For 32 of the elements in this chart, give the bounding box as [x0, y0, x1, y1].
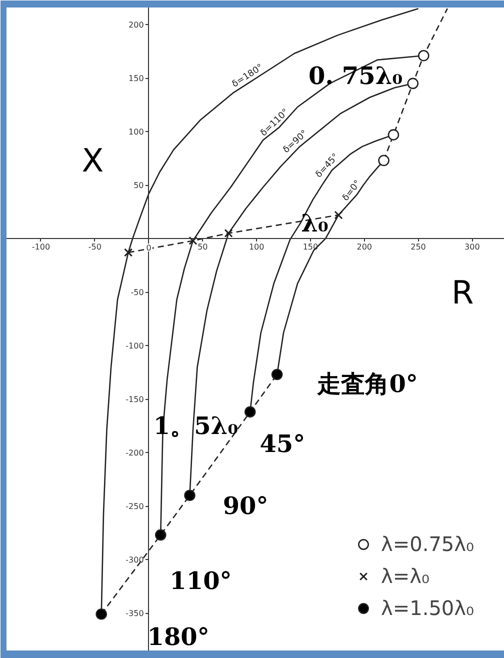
- y-tick-label: -250: [126, 502, 144, 512]
- annotation: 90°: [222, 491, 268, 520]
- x-tick-label: 250: [410, 242, 426, 252]
- y-tick-label: -100: [126, 342, 144, 351]
- y-axis-title: X: [82, 142, 104, 180]
- x-tick-label: -100: [32, 242, 50, 252]
- annotation: 110°: [170, 566, 232, 595]
- y-tick-label: -200: [126, 448, 144, 458]
- y-tick-label: -300: [126, 556, 144, 565]
- x-tick-label: 50: [198, 242, 208, 252]
- x-tick-label: 150: [302, 242, 318, 252]
- y-tick-label: 100: [128, 128, 144, 137]
- annotation: 走査角0°: [316, 369, 418, 398]
- y-tick-label: 50: [134, 181, 144, 190]
- x-tick-label: 0: [146, 244, 152, 253]
- y-tick-label: 150: [128, 74, 144, 84]
- annotation: 0. 75λ₀: [308, 61, 403, 90]
- annotation: 180°: [147, 622, 210, 651]
- legend-label: λ=0.75λ₀: [381, 532, 474, 556]
- y-tick-label: -350: [126, 609, 144, 618]
- x-tick-label: 300: [464, 242, 480, 252]
- x-tick-label: -50: [88, 242, 102, 252]
- y-tick-label: -50: [130, 288, 144, 298]
- x-tick-label: 200: [356, 242, 372, 252]
- x-axis-title: R: [452, 273, 474, 312]
- x-tick-label: 100: [248, 242, 264, 252]
- annotation: 45°: [260, 428, 306, 458]
- legend-label: λ=1.50λ₀: [381, 596, 474, 620]
- annotation: λ₀: [301, 208, 328, 238]
- legend-label: λ=λ₀: [381, 564, 430, 588]
- y-tick-label: 200: [128, 20, 144, 30]
- y-tick-label: -150: [126, 395, 144, 404]
